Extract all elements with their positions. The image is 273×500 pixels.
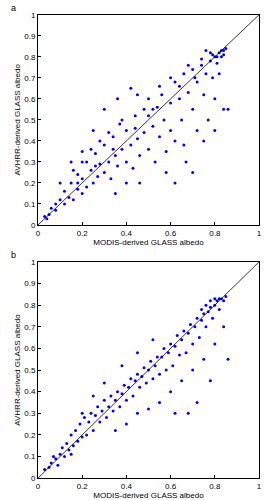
svg-text:1: 1 bbox=[31, 258, 36, 267]
svg-text:0: 0 bbox=[36, 229, 41, 238]
svg-text:0.1: 0.1 bbox=[24, 452, 36, 461]
svg-text:0.6: 0.6 bbox=[24, 344, 36, 353]
svg-text:0.8: 0.8 bbox=[24, 301, 36, 310]
svg-text:0.7: 0.7 bbox=[24, 74, 36, 83]
svg-text:0.6: 0.6 bbox=[24, 95, 36, 104]
svg-text:MODIS-derived GLASS albedo: MODIS-derived GLASS albedo bbox=[93, 491, 204, 500]
svg-text:0.6: 0.6 bbox=[165, 482, 177, 491]
svg-text:0.4: 0.4 bbox=[24, 387, 36, 396]
svg-text:0.8: 0.8 bbox=[24, 53, 36, 62]
svg-text:0.4: 0.4 bbox=[121, 482, 133, 491]
svg-text:1: 1 bbox=[257, 229, 262, 238]
svg-text:0.7: 0.7 bbox=[24, 323, 36, 332]
svg-text:0.3: 0.3 bbox=[24, 158, 36, 167]
svg-text:0.4: 0.4 bbox=[24, 137, 36, 146]
svg-text:AVHRR-derived GLASS albedo: AVHRR-derived GLASS albedo bbox=[13, 64, 22, 176]
svg-text:0.6: 0.6 bbox=[165, 229, 177, 238]
svg-text:b: b bbox=[11, 250, 16, 260]
svg-text:0.9: 0.9 bbox=[24, 32, 36, 41]
svg-text:0.2: 0.2 bbox=[77, 482, 89, 491]
svg-text:MODIS-derived GLASS albedo: MODIS-derived GLASS albedo bbox=[93, 238, 204, 247]
svg-text:1: 1 bbox=[31, 11, 36, 20]
svg-text:0.4: 0.4 bbox=[121, 229, 133, 238]
svg-text:0.2: 0.2 bbox=[77, 229, 89, 238]
svg-text:0.8: 0.8 bbox=[209, 482, 221, 491]
svg-text:AVHRR-derived GLASS albedo: AVHRR-derived GLASS albedo bbox=[13, 314, 22, 426]
svg-text:0.5: 0.5 bbox=[24, 366, 36, 375]
svg-text:1: 1 bbox=[257, 482, 262, 491]
svg-text:0.9: 0.9 bbox=[24, 279, 36, 288]
svg-text:0: 0 bbox=[36, 482, 41, 491]
svg-text:0: 0 bbox=[31, 474, 36, 483]
svg-text:0: 0 bbox=[31, 221, 36, 230]
svg-text:0.2: 0.2 bbox=[24, 431, 36, 440]
svg-text:0.3: 0.3 bbox=[24, 409, 36, 418]
svg-text:0.1: 0.1 bbox=[24, 200, 36, 209]
svg-text:0.8: 0.8 bbox=[209, 229, 221, 238]
svg-text:0.2: 0.2 bbox=[24, 179, 36, 188]
svg-text:0.5: 0.5 bbox=[24, 116, 36, 125]
svg-text:a: a bbox=[11, 3, 16, 13]
